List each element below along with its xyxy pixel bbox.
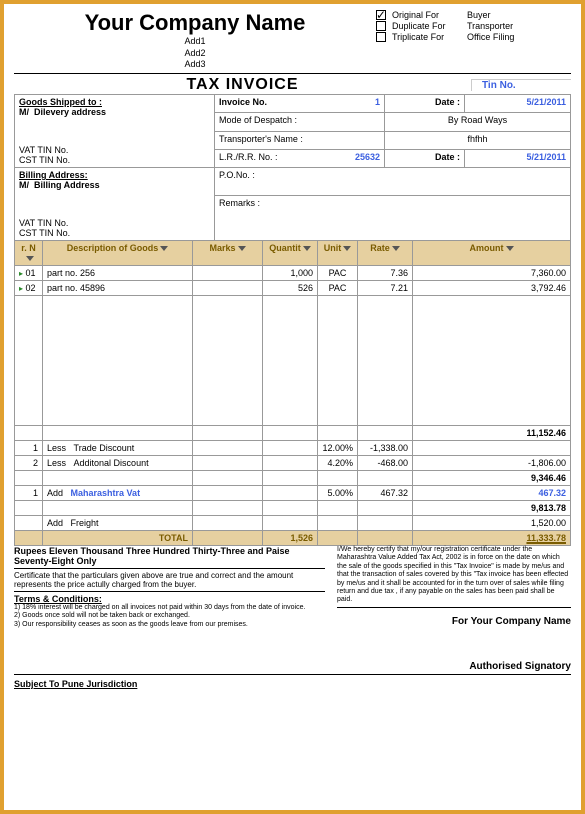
triplicate-checkbox[interactable] <box>376 32 386 42</box>
freight-amt: 1,520.00 <box>413 516 571 531</box>
for-company: For Your Company Name <box>337 616 571 627</box>
addr-3: Add3 <box>14 59 376 71</box>
shipto-label: Goods Shipped to : <box>19 97 210 107</box>
discount-total: -1,806.00 <box>413 456 571 471</box>
duplicate-checkbox[interactable] <box>376 21 386 31</box>
invno: 1 <box>375 97 380 107</box>
bill-cst: CST TIN No. <box>19 228 210 238</box>
auth-signatory: Authorised Signatory <box>337 661 571 672</box>
dropdown-icon[interactable] <box>160 246 168 251</box>
dropdown-icon[interactable] <box>238 246 246 251</box>
company-name: Your Company Name <box>14 10 376 36</box>
doc-title: TAX INVOICE <box>14 76 471 94</box>
cert-body: I/We hereby certify that my/our registra… <box>337 546 571 605</box>
addr-1: Add1 <box>14 36 376 48</box>
billing-heading: Billing Address: <box>19 170 210 180</box>
meta-table: Goods Shipped to : M/ Dilevery address V… <box>14 94 571 241</box>
ship-vat: VAT TIN No. <box>19 145 210 155</box>
lrr-date: 5/21/2011 <box>465 149 571 167</box>
header: Your Company Name Add1 Add2 Add3 Origina… <box>14 10 571 71</box>
after-discount: 9,346.46 <box>413 471 571 486</box>
lrr-no: 25632 <box>355 152 380 162</box>
term-2: 2) Goods once sold will not be taken bac… <box>14 612 325 620</box>
tax-amt: 467.32 <box>413 486 571 501</box>
dropdown-icon[interactable] <box>343 246 351 251</box>
term-1: 1) 18% interest will be charged on all i… <box>14 604 325 612</box>
item-row: ▸ 01 part no. 256 1,000 PAC 7.36 7,360.0… <box>15 266 571 281</box>
jurisdiction: Subject To Pune Jurisdiction <box>14 679 571 689</box>
footer: Rupees Eleven Thousand Three Hundred Thi… <box>14 546 571 672</box>
terms-heading: Terms & Conditions: <box>14 594 325 604</box>
subtotal: 11,152.46 <box>413 426 571 441</box>
inv-date: 5/21/2011 <box>465 95 571 113</box>
total-amount: 11,333.78 <box>526 533 566 543</box>
addr-2: Add2 <box>14 48 376 60</box>
bill-vat: VAT TIN No. <box>19 218 210 228</box>
items-header[interactable]: r. N Description of Goods Marks Quantit … <box>15 241 571 266</box>
remarks: Remarks : <box>215 196 571 241</box>
original-checkbox[interactable] <box>376 10 386 20</box>
tax-name: Maharashtra Vat <box>71 488 141 498</box>
cert-heading: Certificate that the particulars given a… <box>14 571 325 589</box>
amount-words: Rupees Eleven Thousand Three Hundred Thi… <box>14 546 325 566</box>
shipto-value: Dilevery address <box>34 107 106 117</box>
dropdown-icon[interactable] <box>392 246 400 251</box>
term-3: 3) Our responsibility ceases as soon as … <box>14 621 325 629</box>
item-row: ▸ 02 part no. 45896 526 PAC 7.21 3,792.4… <box>15 281 571 296</box>
ship-cst: CST TIN No. <box>19 155 210 165</box>
invoice-page: Your Company Name Add1 Add2 Add3 Origina… <box>4 4 581 810</box>
copy-options: Original ForBuyer Duplicate ForTransport… <box>376 10 571 71</box>
dropdown-icon[interactable] <box>303 246 311 251</box>
billing-value: Billing Address <box>34 180 100 190</box>
despatch-mode: By Road Ways <box>385 113 571 131</box>
after-tax: 9,813.78 <box>413 501 571 516</box>
dropdown-icon[interactable] <box>506 246 514 251</box>
dropdown-icon[interactable] <box>26 256 34 261</box>
total-row: TOTAL 1,526 11,333.78 <box>15 531 571 546</box>
items-table: r. N Description of Goods Marks Quantit … <box>14 240 571 546</box>
po-no: P.O.No. : <box>215 168 571 196</box>
transporter-name: fhfhh <box>385 131 571 149</box>
total-qty: 1,526 <box>263 531 318 546</box>
tin-label: Tin No. <box>471 79 571 91</box>
